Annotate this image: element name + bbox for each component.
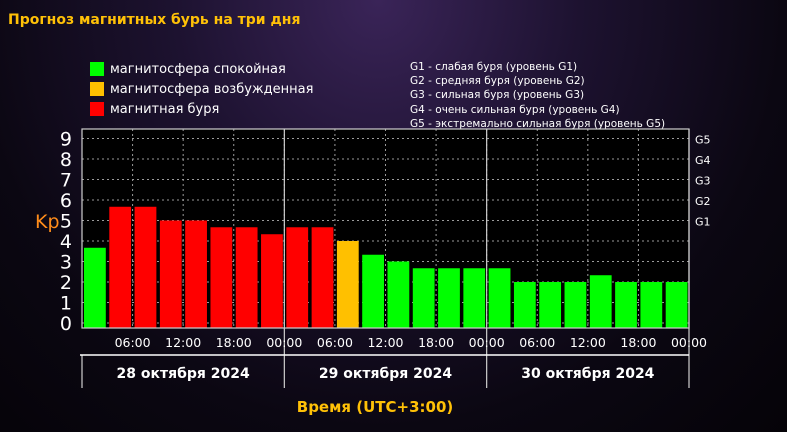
x-tick-label: 06:00 [317,335,353,350]
g-legend-g1: G1 - слабая буря (уровень G1) [410,61,578,73]
y-tick-label: 3 [60,252,72,274]
x-tick-label: 12:00 [367,335,403,350]
color-legend: магнитосфера спокойная магнитосфера возб… [90,59,313,119]
kp-bar [134,206,157,328]
legend-item-storm: магнитная буря [90,99,313,119]
date-label: 29 октября 2024 [319,366,452,382]
kp-bar [564,282,587,328]
g-legend-g2: G2 - средняя буря (уровень G2) [410,75,585,88]
y-tick-label: 5 [60,211,72,233]
y-tick-label: 4 [60,231,72,253]
kp-bar [488,268,511,328]
x-tick-label: 18:00 [620,335,656,350]
legend-label-calm: магнитосфера спокойная [110,61,286,77]
kp-bar [665,282,688,328]
y-tick-label: 6 [60,190,72,212]
x-tick-label: 06:00 [519,335,555,350]
x-tick-label: 12:00 [570,335,606,350]
legend-label-excited: магнитосфера возбужденная [110,81,314,97]
kp-bar [438,268,460,328]
kp-bar [539,282,562,328]
kp-bar [589,275,612,328]
g-level-label: G2 [695,195,711,208]
y-tick-label: 7 [60,170,72,192]
x-tick-label: 00:00 [266,335,302,350]
kp-bar [387,261,410,328]
kp-bar [615,282,637,328]
x-tick-label: 12:00 [165,335,201,350]
kp-bar [362,254,384,328]
kp-bar [185,220,207,328]
date-label: 30 октября 2024 [521,366,654,382]
kp-bar [311,227,334,328]
g-legend-g5: G5 - экстремально сильная буря (уровень … [410,117,666,130]
x-tick-label: 06:00 [115,335,151,350]
legend-swatch-storm [90,102,104,116]
g-level-label: G5 [695,134,711,147]
date-label: 28 октября 2024 [117,366,250,382]
legend-item-excited: магнитосфера возбужденная [90,79,313,99]
g-level-label: G1 [695,216,711,229]
kp-bar [84,247,106,328]
y-tick-label: 9 [60,129,72,151]
kp-bar [235,227,258,328]
y-tick-label: 2 [60,272,72,294]
x-tick-label: 18:00 [418,335,454,350]
legend-swatch-calm [90,62,104,76]
g-level-label: G3 [695,175,711,188]
kp-bar [210,227,233,328]
legend-item-calm: магнитосфера спокойная [90,59,313,79]
x-tick-label: 00:00 [671,335,707,350]
legend-swatch-excited [90,82,104,96]
x-axis-label: Время (UTC+3:00) [297,398,453,416]
kp-bar [261,234,283,328]
y-tick-label: 0 [60,313,72,335]
y-tick-label: 8 [60,149,72,171]
g-level-label: G4 [695,154,711,167]
g-legend-g3: G3 - сильная буря (уровень G3) [410,89,585,102]
legend-label-storm: магнитная буря [110,101,220,117]
y-axis-label: Kp [35,211,60,233]
kp-bar [109,206,132,328]
kp-bar [463,268,486,328]
kp-bar [336,241,359,328]
kp-bar [286,227,309,328]
kp-bar [412,268,435,328]
g-legend-g4: G4 - очень сильная буря (уровень G4) [410,103,620,116]
kp-bar [159,220,182,328]
plot-frame [81,128,690,329]
y-tick-label: 1 [60,293,72,315]
x-tick-label: 18:00 [216,335,252,350]
page-title: Прогноз магнитных бурь на три дня [8,12,301,28]
kp-bar [640,282,663,328]
x-tick-label: 00:00 [469,335,505,350]
g-scale-legend: G1 - слабая буря (уровень G1) G2 - средн… [410,60,665,131]
kp-bar [513,282,536,328]
